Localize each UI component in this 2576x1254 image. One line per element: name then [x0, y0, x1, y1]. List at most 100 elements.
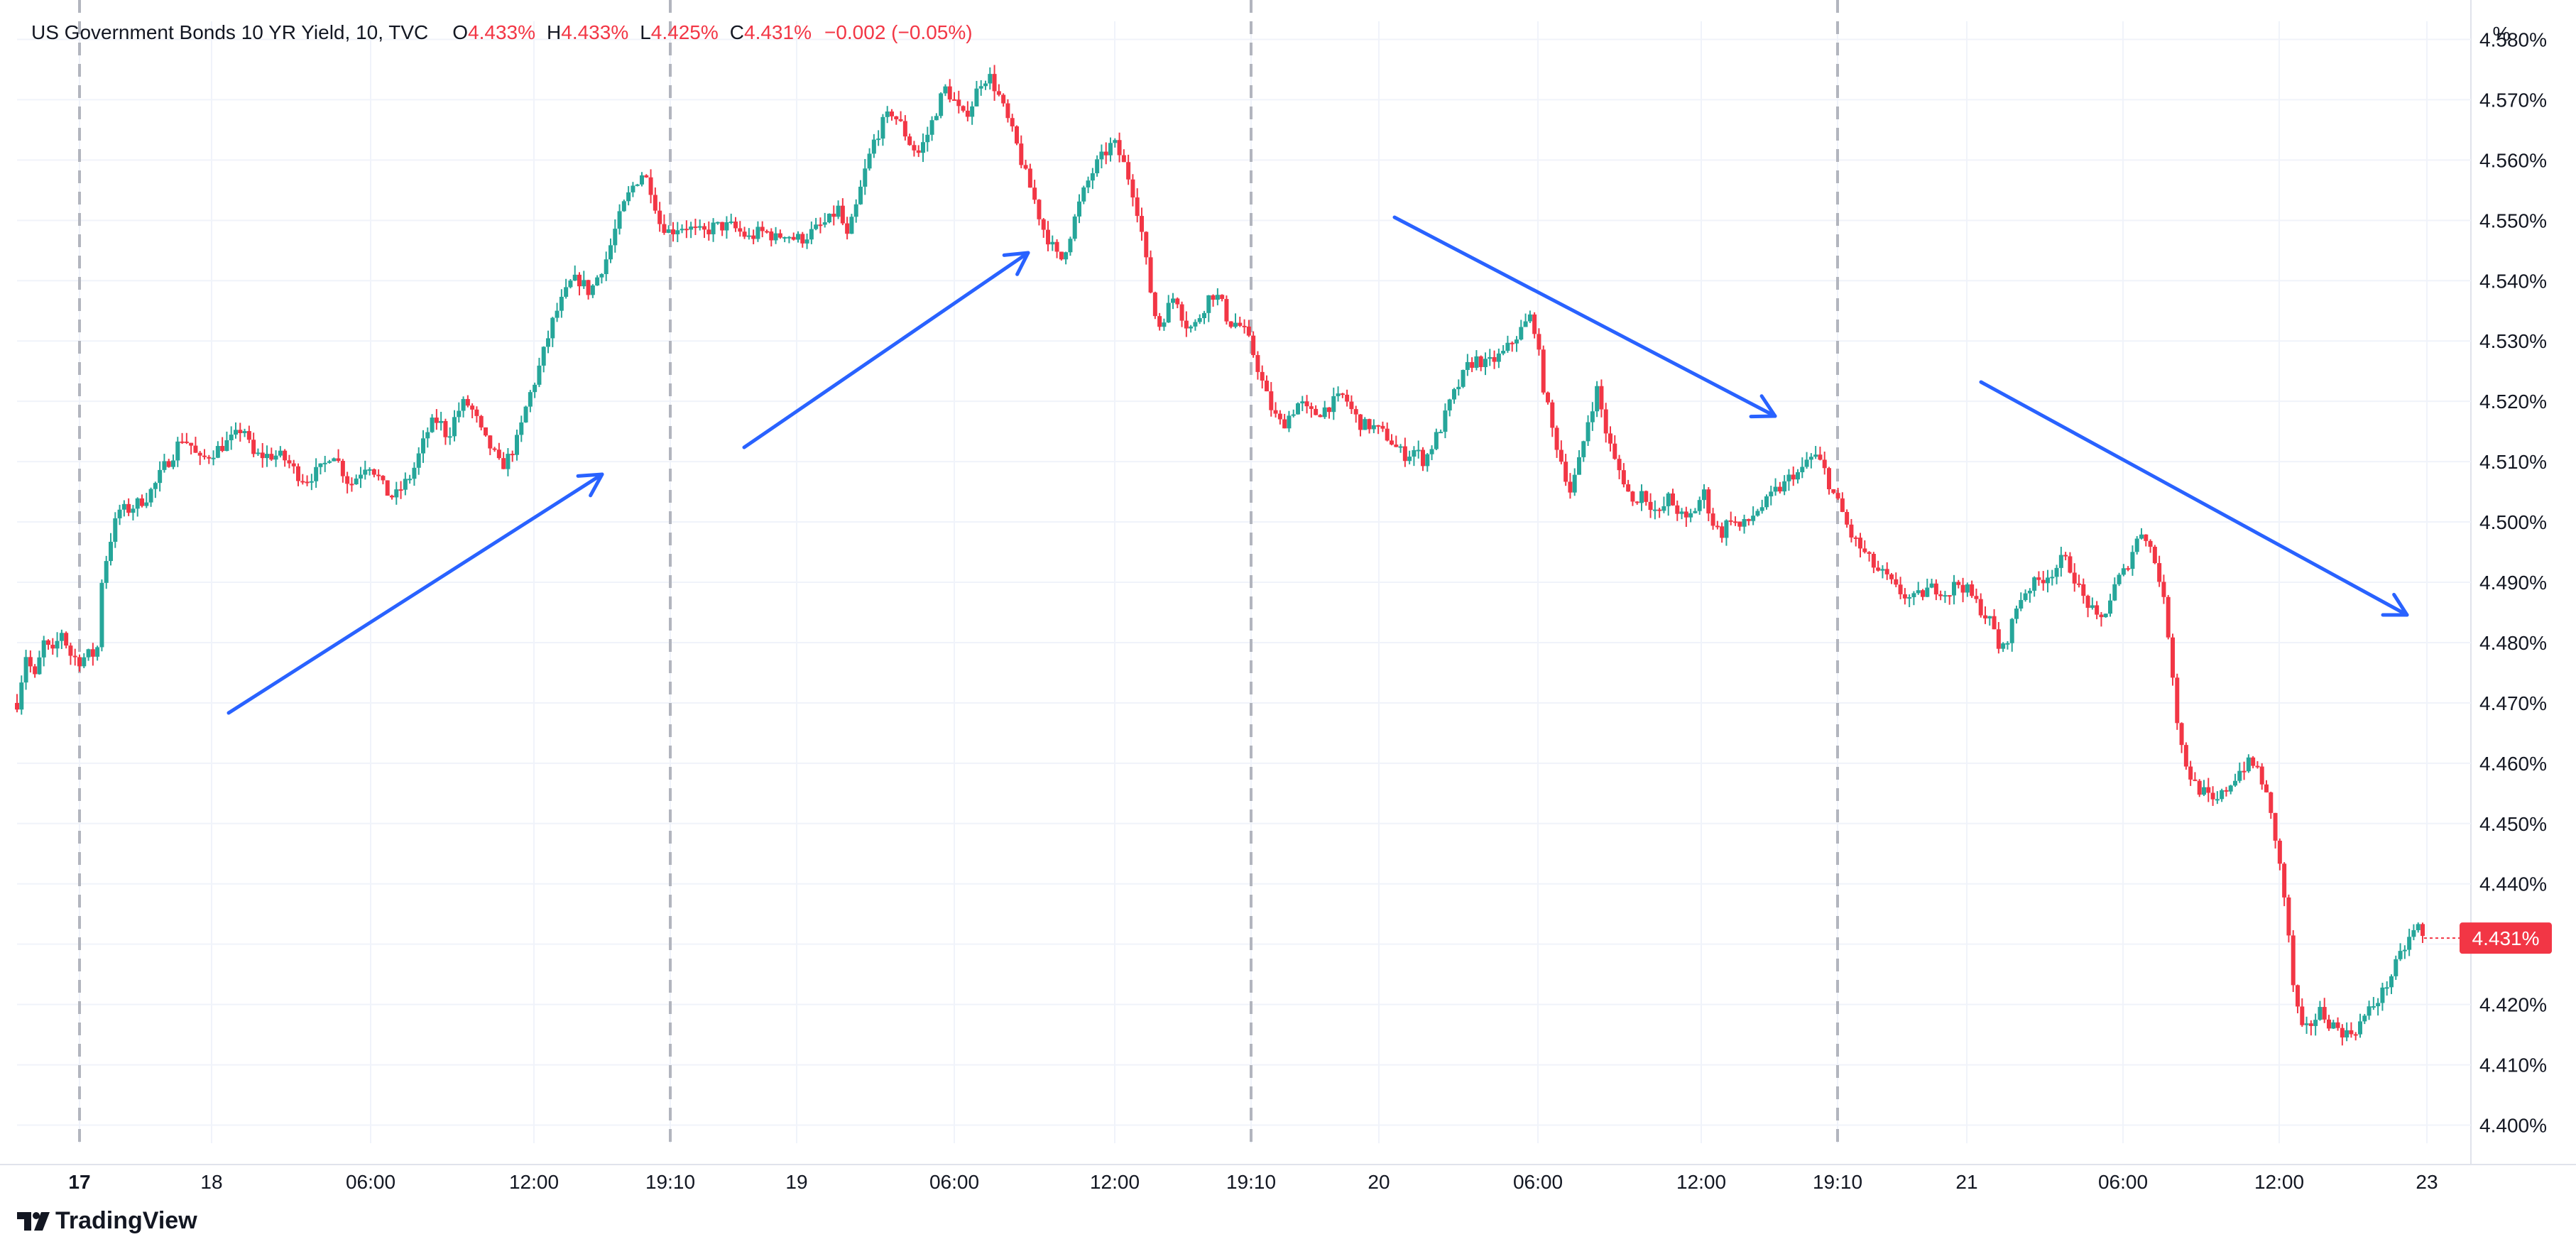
candle — [769, 228, 774, 247]
candle-body — [15, 702, 19, 710]
candle-body — [363, 469, 368, 475]
arrow-shaft — [742, 251, 1030, 449]
candle-body — [1853, 537, 1858, 539]
candle-body — [1671, 493, 1675, 506]
candle-body — [260, 452, 265, 459]
candle-body — [1581, 441, 1586, 457]
candle — [791, 232, 796, 241]
candle-body — [1452, 389, 1456, 400]
candle — [1037, 199, 1042, 226]
candle — [1233, 313, 1238, 329]
candle-body — [68, 645, 73, 656]
candle-body — [2371, 1006, 2376, 1008]
candle — [2215, 791, 2220, 805]
candle-body — [425, 432, 430, 439]
candle-body — [2081, 584, 2086, 596]
candle-body — [2157, 563, 2162, 582]
candle-body — [492, 448, 497, 450]
candle-body — [148, 489, 153, 503]
candle — [148, 487, 153, 507]
candle-body — [765, 231, 769, 233]
candle-body — [506, 454, 511, 469]
candle — [2139, 528, 2144, 540]
unit-label[interactable]: % — [2492, 23, 2511, 45]
trend-arrow-up-2[interactable] — [742, 251, 1030, 449]
candle — [572, 265, 577, 281]
candle — [1603, 403, 1608, 443]
trend-arrow-down-2[interactable] — [1979, 380, 2409, 617]
time-axis[interactable]: 17 18 06:00 12:00 19:10 19 06:00 12:00 19:10 20 06… — [68, 1171, 2438, 1193]
candle — [1113, 138, 1118, 148]
candle — [1349, 395, 1354, 414]
candle — [956, 90, 961, 114]
candle — [283, 449, 288, 467]
candle-body — [2206, 787, 2211, 793]
candle — [1987, 616, 1992, 626]
candle-body — [1322, 407, 1327, 418]
candle — [2009, 618, 2014, 652]
candle-body — [898, 119, 903, 121]
candle-body — [1421, 449, 1425, 467]
candle — [1929, 579, 1934, 589]
candle-body — [1563, 462, 1568, 482]
candle-body — [1992, 616, 1997, 630]
candle-body — [1720, 526, 1725, 538]
candle — [2023, 589, 2028, 602]
candle-body — [215, 446, 220, 458]
time-tick-label: 06:00 — [2098, 1171, 2148, 1193]
candle-body — [2099, 614, 2104, 618]
candle — [653, 187, 657, 214]
candle-body — [184, 441, 189, 443]
price-tick-label: 4.500% — [2479, 511, 2547, 533]
candle — [2063, 552, 2068, 561]
candle-body — [1759, 507, 1764, 511]
candle — [1581, 440, 1586, 462]
time-tick-label: 20 — [1368, 1171, 1390, 1193]
candle — [1470, 357, 1475, 373]
candle-body — [144, 502, 149, 506]
candle — [1260, 365, 1265, 389]
price-tick-label: 4.420% — [2479, 994, 2547, 1016]
candle — [635, 183, 640, 187]
candle-body — [318, 463, 323, 467]
candle — [733, 217, 738, 232]
candle-body — [1683, 511, 1688, 518]
candle-body — [2269, 792, 2274, 813]
candle-body — [2134, 538, 2139, 552]
candle — [970, 101, 975, 125]
candle-body — [769, 231, 774, 241]
candle-body — [1099, 151, 1104, 160]
price-axis[interactable]: 4.400%4.410%4.420%4.430%4.440%4.450%4.46… — [2479, 28, 2547, 1136]
candle — [50, 638, 55, 655]
candle-body — [608, 245, 613, 260]
candle-body — [1679, 511, 1684, 514]
candle-body — [1724, 520, 1729, 538]
candle-body — [1220, 295, 1225, 300]
candle-body — [1113, 140, 1118, 143]
symbol-title[interactable]: US Government Bonds 10 YR Yield, 10, TVC — [31, 21, 429, 43]
trend-arrows[interactable] — [227, 215, 2409, 715]
candle-body — [715, 222, 720, 224]
trend-arrow-up-1[interactable] — [227, 472, 604, 715]
candle — [2188, 760, 2193, 786]
candle — [796, 231, 800, 243]
candle — [845, 217, 850, 240]
candle-body — [1345, 394, 1350, 402]
candle — [1068, 236, 1073, 256]
candle-body — [1501, 351, 1506, 354]
candle — [1228, 321, 1233, 329]
candle — [2362, 1013, 2367, 1025]
candle — [1563, 454, 1568, 486]
tradingview-logo[interactable]: TradingView — [17, 1207, 197, 1235]
candle — [2175, 673, 2180, 730]
trend-arrow-down-1[interactable] — [1392, 215, 1777, 419]
candle-body — [287, 460, 292, 464]
candle — [1019, 135, 1024, 168]
candle — [1933, 579, 1938, 601]
candle — [1510, 341, 1515, 352]
candle — [1849, 518, 1854, 543]
candle-body — [1688, 513, 1693, 518]
candle — [1546, 391, 1550, 405]
candle-body — [2210, 792, 2215, 800]
